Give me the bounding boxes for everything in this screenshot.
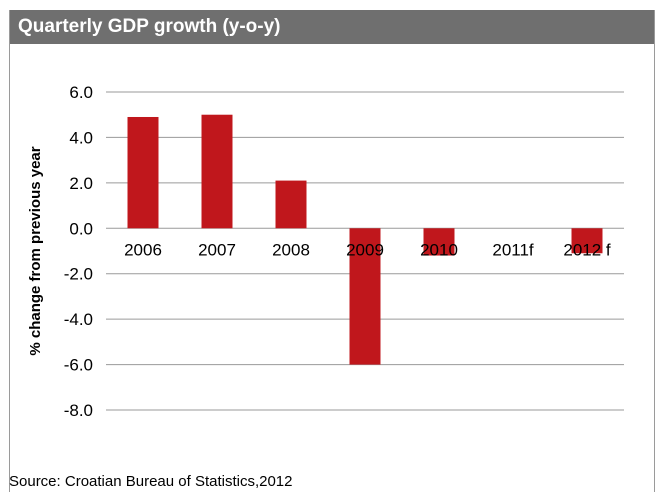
bar-2009 xyxy=(349,228,381,365)
bar-2008 xyxy=(275,180,307,229)
x-category-label: 2009 xyxy=(346,240,384,259)
x-category-label: 2006 xyxy=(124,240,162,259)
y-axis-ticks: 6.0 4.0 2.0 0.0 -2.0 -4.0 -6.0 -8.0 xyxy=(64,83,93,420)
bar-2006 xyxy=(127,116,159,229)
y-axis-title: % change from previous year xyxy=(27,146,44,355)
bars xyxy=(127,114,603,365)
x-category-label: 2012 f xyxy=(563,240,611,259)
y-tick-label: 6.0 xyxy=(69,83,93,102)
y-tick-label: 0.0 xyxy=(69,219,93,238)
y-tick-label: 4.0 xyxy=(69,128,93,147)
chart-header-title: Quarterly GDP growth (y-o-y) xyxy=(10,10,654,44)
x-category-label: 2011f xyxy=(492,240,534,259)
source-note: Source: Croatian Bureau of Statistics,20… xyxy=(9,473,293,490)
x-category-label: 2008 xyxy=(272,240,310,259)
bar-2007 xyxy=(201,114,233,229)
bar-2012f xyxy=(571,228,603,254)
y-tick-label: -4.0 xyxy=(64,310,93,329)
y-tick-label: -2.0 xyxy=(64,265,93,284)
chart-panel: Quarterly GDP growth (y-o-y) xyxy=(9,10,655,492)
y-tick-label: -8.0 xyxy=(64,401,93,420)
x-category-label: 2007 xyxy=(198,240,236,259)
y-tick-label: -6.0 xyxy=(64,356,93,375)
y-tick-label: 2.0 xyxy=(69,174,93,193)
x-axis-category-labels: 2006 2007 2008 2009 2010 2011f 2012 f xyxy=(124,240,611,259)
x-category-label: 2010 xyxy=(420,240,458,259)
bar-2010 xyxy=(423,228,455,256)
